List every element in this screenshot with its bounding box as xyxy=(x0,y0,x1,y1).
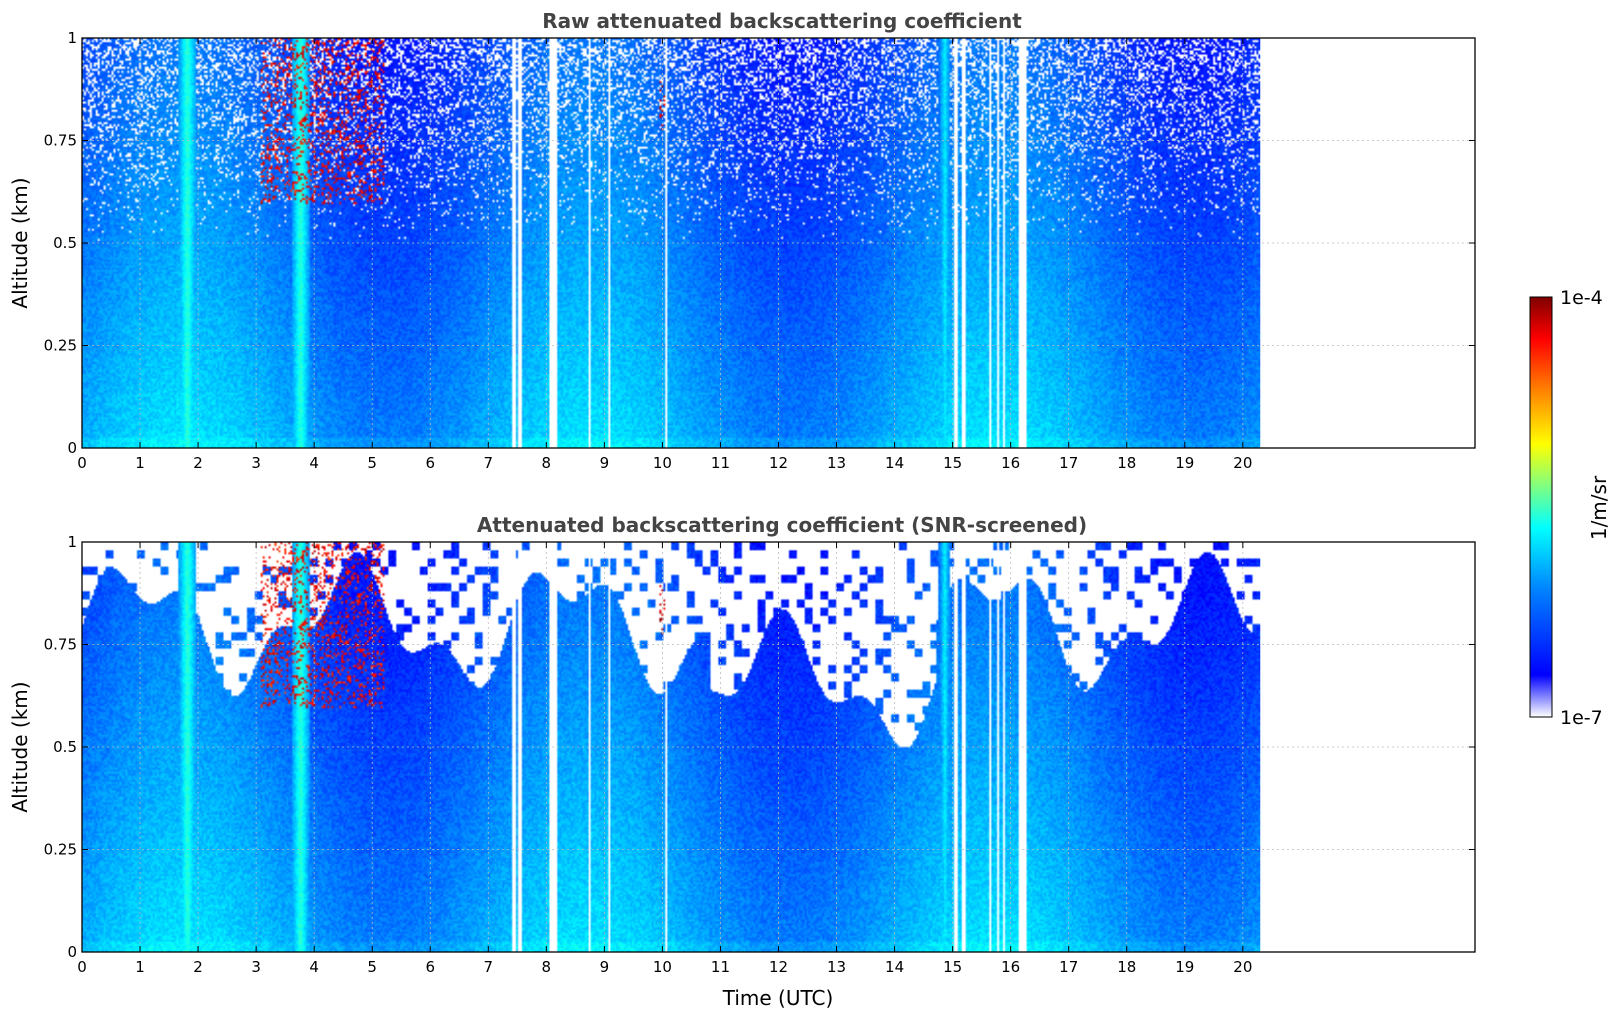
y-tick-label: 0.25 xyxy=(44,841,77,859)
x-tick-label: 5 xyxy=(367,454,377,472)
grid-screened xyxy=(82,542,1475,952)
x-tick-label: 8 xyxy=(542,958,552,976)
x-tick-label: 15 xyxy=(943,454,962,472)
x-tick-label: 14 xyxy=(885,958,904,976)
x-tick-label: 6 xyxy=(425,958,435,976)
colorbar-scale xyxy=(1529,296,1553,718)
y-tick-label: 0.75 xyxy=(44,636,77,654)
x-tick-label: 18 xyxy=(1117,454,1136,472)
x-tick-label: 15 xyxy=(943,958,962,976)
x-tick-label: 8 xyxy=(542,454,552,472)
x-tick-label: 1 xyxy=(135,958,145,976)
y-ticks-raw: 0 0.25 0.5 0.75 1 xyxy=(44,29,1475,457)
x-tick-label: 3 xyxy=(251,454,261,472)
x-tick-label: 20 xyxy=(1233,958,1252,976)
x-tick-label: 13 xyxy=(827,454,846,472)
y-tick-label: 0.5 xyxy=(53,234,77,252)
colorbar-min-label: 1e-7 xyxy=(1560,707,1603,729)
panel-title-screened: Attenuated backscattering coefficient (S… xyxy=(477,513,1087,537)
x-tick-label: 7 xyxy=(484,454,494,472)
x-tick-label: 10 xyxy=(653,958,672,976)
raw-backscatter-panel: Raw attenuated backscattering coefficien… xyxy=(8,9,1476,472)
x-tick-label: 2 xyxy=(193,958,203,976)
x-tick-label: 16 xyxy=(1001,958,1020,976)
y-tick-label: 0 xyxy=(67,439,77,457)
x-tick-label: 19 xyxy=(1175,958,1194,976)
colorbar: 1e-4 1e-7 1/m/sr xyxy=(1529,287,1611,729)
y-tick-label: 0.75 xyxy=(44,132,77,150)
x-tick-label: 12 xyxy=(769,958,788,976)
x-tick-label: 5 xyxy=(367,958,377,976)
y-axis-label-screened: Altitude (km) xyxy=(8,681,32,812)
x-tick-label: 18 xyxy=(1117,958,1136,976)
x-tick-label: 17 xyxy=(1059,958,1078,976)
x-tick-label: 17 xyxy=(1059,454,1078,472)
screened-backscatter-panel: Attenuated backscattering coefficient (S… xyxy=(8,513,1476,1010)
colorbar-max-label: 1e-4 xyxy=(1560,287,1603,309)
x-tick-label: 12 xyxy=(769,454,788,472)
x-tick-label: 9 xyxy=(600,454,610,472)
x-tick-label: 0 xyxy=(77,454,87,472)
x-tick-label: 1 xyxy=(135,454,145,472)
y-tick-label: 1 xyxy=(67,29,77,47)
x-ticks-screened: 0 1 2 3 4 5 6 7 8 9 10 11 12 13 14 15 16 17 18 19 20 xyxy=(77,542,1252,976)
panel-title-raw: Raw attenuated backscattering coefficien… xyxy=(542,9,1022,33)
x-tick-label: 19 xyxy=(1175,454,1194,472)
y-tick-label: 0.5 xyxy=(53,738,77,756)
x-tick-label: 6 xyxy=(425,454,435,472)
x-tick-label: 14 xyxy=(885,454,904,472)
x-tick-label: 13 xyxy=(827,958,846,976)
x-axis-label: Time (UTC) xyxy=(722,986,834,1010)
x-tick-label: 16 xyxy=(1001,454,1020,472)
y-tick-label: 0 xyxy=(67,943,77,961)
x-tick-label: 9 xyxy=(600,958,610,976)
x-tick-label: 20 xyxy=(1233,454,1252,472)
x-tick-label: 4 xyxy=(309,958,319,976)
x-tick-label: 11 xyxy=(711,958,730,976)
x-tick-label: 4 xyxy=(309,454,319,472)
x-tick-label: 2 xyxy=(193,454,203,472)
x-tick-label: 7 xyxy=(484,958,494,976)
y-tick-label: 0.25 xyxy=(44,337,77,355)
y-ticks-screened: 0 0.25 0.5 0.75 1 xyxy=(44,533,1475,961)
colorbar-unit-label: 1/m/sr xyxy=(1587,475,1611,540)
x-tick-label: 11 xyxy=(711,454,730,472)
x-tick-label: 10 xyxy=(653,454,672,472)
x-tick-label: 0 xyxy=(77,958,87,976)
grid-raw xyxy=(82,38,1475,448)
y-axis-label-raw: Altitude (km) xyxy=(8,177,32,308)
x-tick-label: 3 xyxy=(251,958,261,976)
x-ticks-raw: 0 1 2 3 4 5 6 7 8 9 10 11 12 13 14 15 16 17 18 19 20 xyxy=(77,38,1252,472)
y-tick-label: 1 xyxy=(67,533,77,551)
